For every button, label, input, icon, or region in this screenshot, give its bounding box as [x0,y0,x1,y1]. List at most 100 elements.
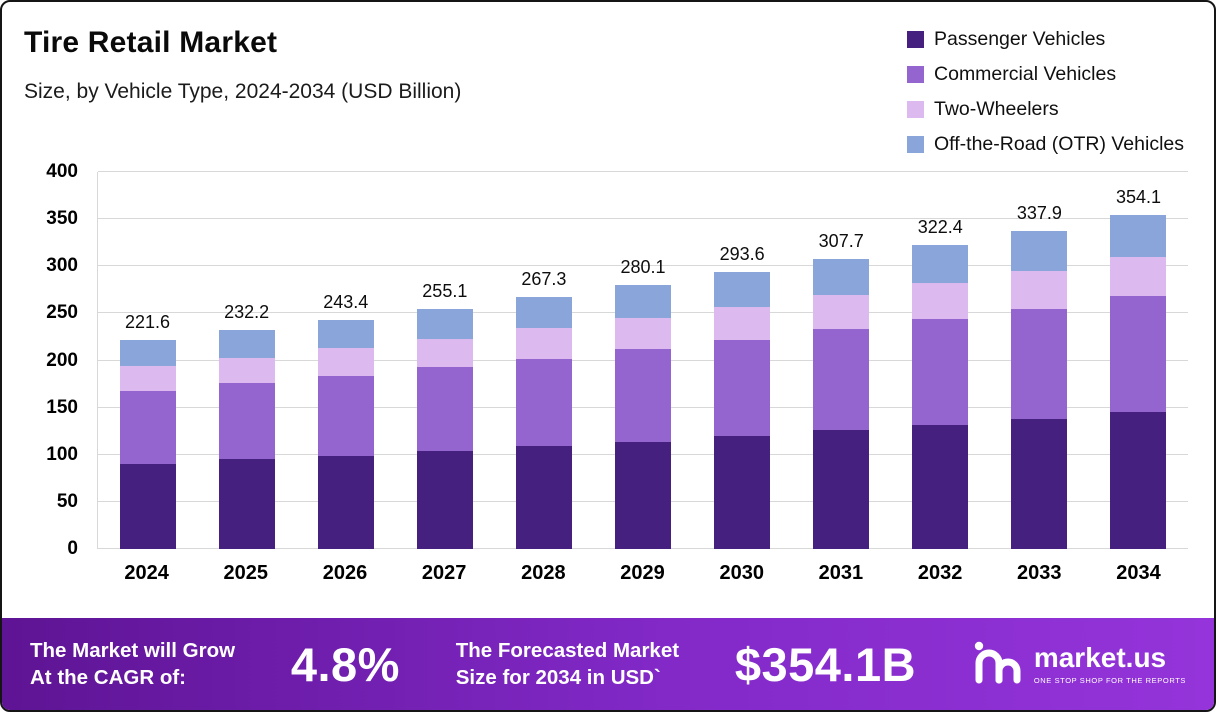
legend-swatch [907,136,925,153]
bar-segment [119,340,176,367]
bar-segment [813,259,870,295]
y-axis-label: 50 [56,490,78,512]
bar-total-label: 221.6 [125,312,171,333]
bar-column: 354.1 [1089,172,1188,549]
x-axis-labels: 2024 2025 2026 2027 2028 2029 2030 2031 2032 2033… [97,562,1188,585]
x-axis-label: 2025 [223,562,269,584]
bar-segment [813,329,870,431]
bar-segment [317,348,374,376]
stacked-bar [1011,230,1068,549]
y-axis-label: 350 [46,208,78,230]
bar-total-label: 354.1 [1115,187,1161,208]
market-us-icon [972,639,1024,690]
bar-segment [218,330,275,358]
stacked-bar [813,259,870,549]
bar-column: 243.4 [296,172,395,549]
x-axis-label: 2033 [1017,562,1062,584]
bar-segment [515,446,572,549]
gridline [98,171,1188,172]
legend-item: Commercial Vehicles [907,63,1184,86]
bar-segment [218,357,275,384]
forecast-text-line1: The Forecasted Market [455,638,680,662]
bar-segment [218,383,275,460]
chart-subtitle: Size, by Vehicle Type, 2024-2034 (USD Bi… [24,80,462,103]
bar-segment [317,319,374,349]
legend-label: Off-the-Road (OTR) Vehicles [934,133,1184,155]
bar-segment [912,424,969,549]
legend-swatch [907,101,925,118]
stacked-bar [416,308,473,549]
chart-header: Tire Retail Market Size, by Vehicle Type… [2,2,1214,155]
stacked-bar [515,297,572,549]
bar-segment [912,283,969,320]
bar-total-label: 243.4 [323,291,369,312]
bar-total-label: 337.9 [1016,202,1062,223]
brand-logo[interactable]: market.us ONE STOP SHOP FOR THE REPORTS [972,639,1186,690]
bar-column: 280.1 [593,172,692,549]
y-axis-label: 300 [46,255,78,277]
x-axis-label: 2030 [719,562,764,584]
bar-segment [119,366,176,391]
bar-segment [119,390,176,465]
stacked-bar [615,285,672,549]
stacked-bar [218,330,275,549]
bar-column: 307.7 [792,172,891,549]
bar-segment [813,430,870,549]
bar-segment [1110,412,1167,549]
bar-column: 232.2 [197,172,296,549]
x-axis-label: 2026 [322,562,368,584]
bar-segment [1011,418,1068,549]
forecast-text: The Forecasted Market Size for 2034 in U… [456,637,679,691]
chart-area: 221.6 232.2 243.4 255.1 267.3 280.1 293.6 307.7… [2,161,1188,585]
bar-total-label: 322.4 [917,217,963,238]
legend: Passenger Vehicles Commercial Vehicles Two… [907,28,1184,156]
legend-item: Two-Wheelers [907,98,1184,121]
forecast-text-line2: Size for 2034 in USD` [455,666,661,689]
legend-swatch [907,31,925,48]
cagr-text-line1: The Market will Grow [30,638,236,662]
x-axis-label: 2028 [521,562,566,584]
x-axis-label: 2034 [1116,562,1161,584]
bar-segment [515,358,572,447]
y-axis-label: 250 [46,302,78,324]
x-axis-label: 2024 [124,562,169,584]
plot-area: 221.6 232.2 243.4 255.1 267.3 280.1 293.6 307.7… [46,161,1188,559]
bar-column: 267.3 [494,172,593,549]
legend-label: Commercial Vehicles [934,63,1117,85]
brand-name: market.us [1033,641,1167,673]
legend-label: Two-Wheelers [934,98,1059,120]
forecast-value: $354.1B [734,637,917,691]
bars-container: 221.6 232.2 243.4 255.1 267.3 280.1 293.6 307.7… [98,172,1188,549]
bar-segment [615,441,672,549]
y-axis-label: 400 [46,161,78,182]
legend-swatch [907,66,925,83]
bar-column: 337.9 [990,172,1089,549]
legend-item: Off-the-Road (OTR) Vehicles [907,133,1184,156]
bar-segment [912,319,969,425]
bar-segment [714,339,771,436]
bar-segment [1110,296,1167,413]
bar-segment [1110,256,1167,297]
y-axis-label: 200 [46,349,78,371]
brand-tagline: ONE STOP SHOP FOR THE REPORTS [1033,675,1186,685]
bar-total-label: 280.1 [620,257,666,278]
legend-item: Passenger Vehicles [907,28,1184,51]
bar-segment [912,245,969,284]
stacked-bar [912,245,969,549]
bar-total-label: 307.7 [818,231,864,252]
gridline [98,265,1188,267]
bar-segment [218,459,275,549]
footer-banner: The Market will Grow At the CAGR of: 4.8… [2,618,1214,710]
bar-segment [714,435,771,549]
bar-column: 322.4 [891,172,990,549]
bar-column: 255.1 [395,172,494,549]
bar-segment [714,272,771,307]
bar-total-label: 267.3 [521,269,567,290]
bar-segment [317,455,374,549]
brand-text-block: market.us ONE STOP SHOP FOR THE REPORTS [1033,641,1186,685]
stacked-bar [119,340,176,549]
y-axis-label: 0 [67,538,78,559]
bar-segment [416,367,473,451]
bar-segment [515,328,572,359]
